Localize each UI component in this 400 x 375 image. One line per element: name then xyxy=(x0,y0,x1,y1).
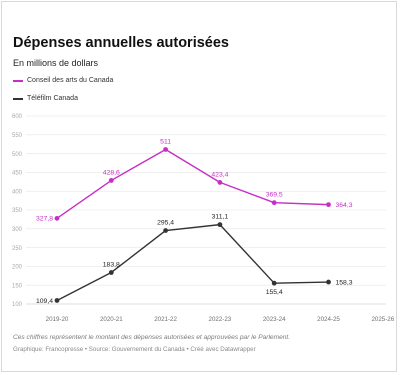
y-tick-label-150: 150 xyxy=(12,283,23,289)
y-tick-label-450: 450 xyxy=(12,171,23,177)
data-point-conseil-des-arts-0 xyxy=(54,215,60,221)
x-tick-label-2023-24: 2023-24 xyxy=(263,316,286,323)
data-point-telefilm-5 xyxy=(326,279,331,285)
chart-title: Dépenses annuelles autorisées xyxy=(13,35,229,51)
legend-swatch-conseil-des-arts xyxy=(13,79,23,82)
y-tick-label-500: 500 xyxy=(12,152,23,158)
y-tick-label-400: 400 xyxy=(12,189,23,195)
data-label-telefilm-5: 158,3 xyxy=(336,279,353,286)
data-label-conseil-des-arts-0: 327,8 xyxy=(36,216,53,223)
data-point-conseil-des-arts-5 xyxy=(326,202,331,208)
x-tick-label-2021-22: 2021-22 xyxy=(154,316,177,323)
x-tick-label-2019-20: 2019-20 xyxy=(46,316,69,323)
data-point-conseil-des-arts-1 xyxy=(108,178,114,183)
data-label-telefilm-1: 183,8 xyxy=(103,261,120,268)
x-tick-label-2024-25: 2024-25 xyxy=(317,316,340,323)
data-label-telefilm-2: 295,4 xyxy=(157,220,174,227)
data-label-conseil-des-arts-2: 511 xyxy=(160,138,171,145)
data-point-telefilm-3 xyxy=(217,222,223,228)
data-point-telefilm-4 xyxy=(271,280,277,286)
x-tick-label-2022-23: 2022-23 xyxy=(209,316,232,323)
y-tick-label-100: 100 xyxy=(12,302,23,308)
series-line-conseil-des-arts xyxy=(56,148,329,219)
y-tick-label-250: 250 xyxy=(12,246,23,252)
y-tick-label-200: 200 xyxy=(12,265,23,271)
x-tick-label-2025-26: 2025-26 xyxy=(371,316,394,323)
legend-swatch-telefilm xyxy=(13,97,23,100)
chart-legend: Conseil des arts du Canada Téléfilm Cana… xyxy=(13,75,113,111)
data-label-conseil-des-arts-3: 423,4 xyxy=(211,171,228,178)
x-tick-label-2020-21: 2020-21 xyxy=(100,316,123,323)
legend-item-conseil-des-arts: Conseil des arts du Canada xyxy=(13,75,113,86)
data-label-conseil-des-arts-4: 369,5 xyxy=(266,192,283,199)
data-point-telefilm-2 xyxy=(163,228,169,233)
data-label-conseil-des-arts-5: 364,3 xyxy=(336,202,353,209)
data-point-conseil-des-arts-2 xyxy=(163,147,169,152)
data-point-conseil-des-arts-4 xyxy=(271,200,277,206)
data-label-telefilm-3: 311,1 xyxy=(212,214,229,221)
legend-label-telefilm: Téléfilm Canada xyxy=(27,95,78,102)
y-tick-label-550: 550 xyxy=(12,133,23,139)
chart-card: Dépenses annuelles autorisées En million… xyxy=(1,1,397,372)
data-point-telefilm-0 xyxy=(54,298,60,303)
chart-subtitle: En millions de dollars xyxy=(13,58,99,68)
line-chart: 100 150 200 250 300 350 400 450 500 550 600 2019-20… xyxy=(12,114,395,323)
data-point-telefilm-1 xyxy=(108,270,114,275)
chart-footnote: Ces chiffres représentent le montant des… xyxy=(13,334,291,341)
data-label-conseil-des-arts-1: 428,6 xyxy=(103,169,120,176)
series-line-telefilm xyxy=(56,223,329,302)
chart-source: Graphique: Francopresse • Source: Gouver… xyxy=(13,346,256,353)
y-tick-label-350: 350 xyxy=(12,208,23,214)
y-tick-label-600: 600 xyxy=(12,114,23,120)
legend-label-conseil-des-arts: Conseil des arts du Canada xyxy=(27,77,114,84)
y-tick-label-300: 300 xyxy=(12,227,23,233)
data-point-conseil-des-arts-3 xyxy=(217,180,223,185)
data-label-telefilm-4: 155,4 xyxy=(266,289,283,296)
legend-item-telefilm: Téléfilm Canada xyxy=(13,93,113,104)
data-label-telefilm-0: 109,4 xyxy=(36,298,53,305)
